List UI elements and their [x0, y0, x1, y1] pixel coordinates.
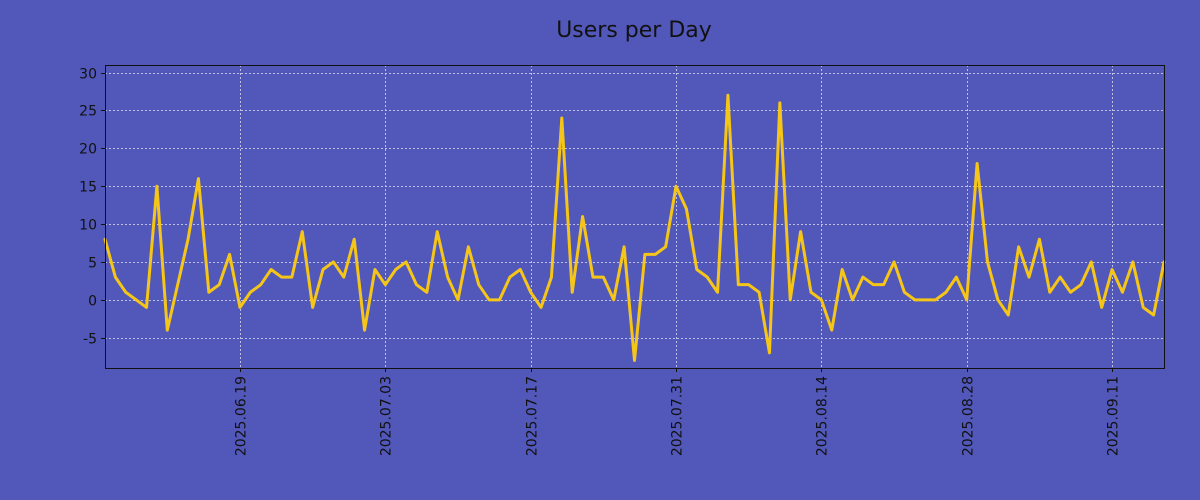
series-line-users [103, 93, 1166, 362]
y-tick-label: 5 [88, 256, 97, 272]
x-tick-label: 2025.08.28 [961, 376, 977, 456]
x-tick-label: 2025.06.19 [234, 376, 250, 456]
y-tick-label: 0 [88, 294, 97, 310]
y-tick-label: 15 [79, 180, 97, 196]
plot-frame [105, 65, 1165, 369]
y-tick-label: 30 [79, 67, 97, 83]
x-tick-label: 2025.09.11 [1106, 376, 1122, 456]
series-layer [103, 93, 1166, 362]
x-tick-label: 2025.07.31 [670, 376, 686, 456]
grid-layer [105, 65, 1164, 368]
x-tick-label: 2025.07.03 [379, 376, 395, 456]
x-tick-label: 2025.07.17 [525, 376, 541, 456]
y-tick-label: 25 [79, 104, 97, 120]
y-tick-label: 10 [79, 218, 97, 234]
y-tick-label: -5 [83, 332, 97, 348]
chart-title: Users per Day [556, 18, 712, 43]
tick-layer: -5 0 5 10 15 20 25 30 2025.06.19 2025.07.03 2025.0… [79, 67, 1121, 457]
y-tick-label: 20 [79, 142, 97, 158]
x-tick-label: 2025.08.14 [815, 376, 831, 456]
